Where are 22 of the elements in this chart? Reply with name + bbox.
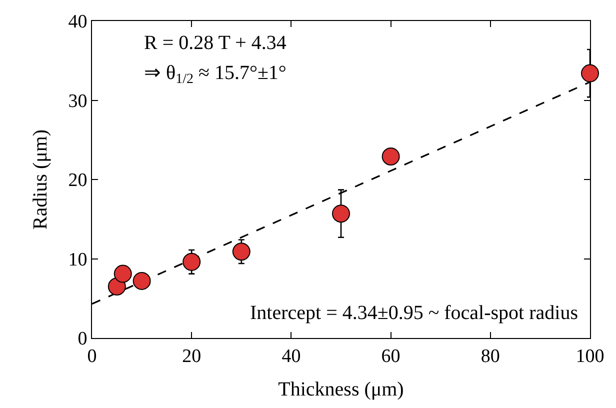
y-tick-label: 30 — [68, 90, 88, 112]
x-tick-label: 100 — [576, 346, 604, 367]
x-tick-label: 40 — [282, 346, 301, 367]
x-axis-title: Thickness (μm) — [278, 378, 404, 400]
annotation: Intercept = 4.34±0.95 ~ focal-spot radius — [250, 302, 578, 324]
point — [114, 264, 132, 283]
point — [382, 148, 400, 166]
point — [132, 272, 151, 290]
y-tick-label: 40 — [68, 12, 88, 33]
y-tick-label: 10 — [68, 249, 88, 270]
annotation: ⇒ θ$_{1/2}$ ≈ 15.7°±1° — [144, 62, 286, 88]
annotation: R = 0.28 T + 4.34 — [144, 32, 286, 54]
x-tick-label: 80 — [480, 346, 500, 367]
point — [232, 242, 250, 261]
y-tick-label: 0 — [78, 328, 88, 350]
point — [581, 64, 599, 82]
point — [182, 252, 201, 271]
y-tick-label: 20 — [68, 170, 88, 192]
x-tick-label: 20 — [182, 346, 202, 367]
y-axis-title: Radius (μm) — [30, 129, 52, 230]
x-tick-label: 60 — [381, 346, 400, 367]
point — [332, 204, 350, 223]
